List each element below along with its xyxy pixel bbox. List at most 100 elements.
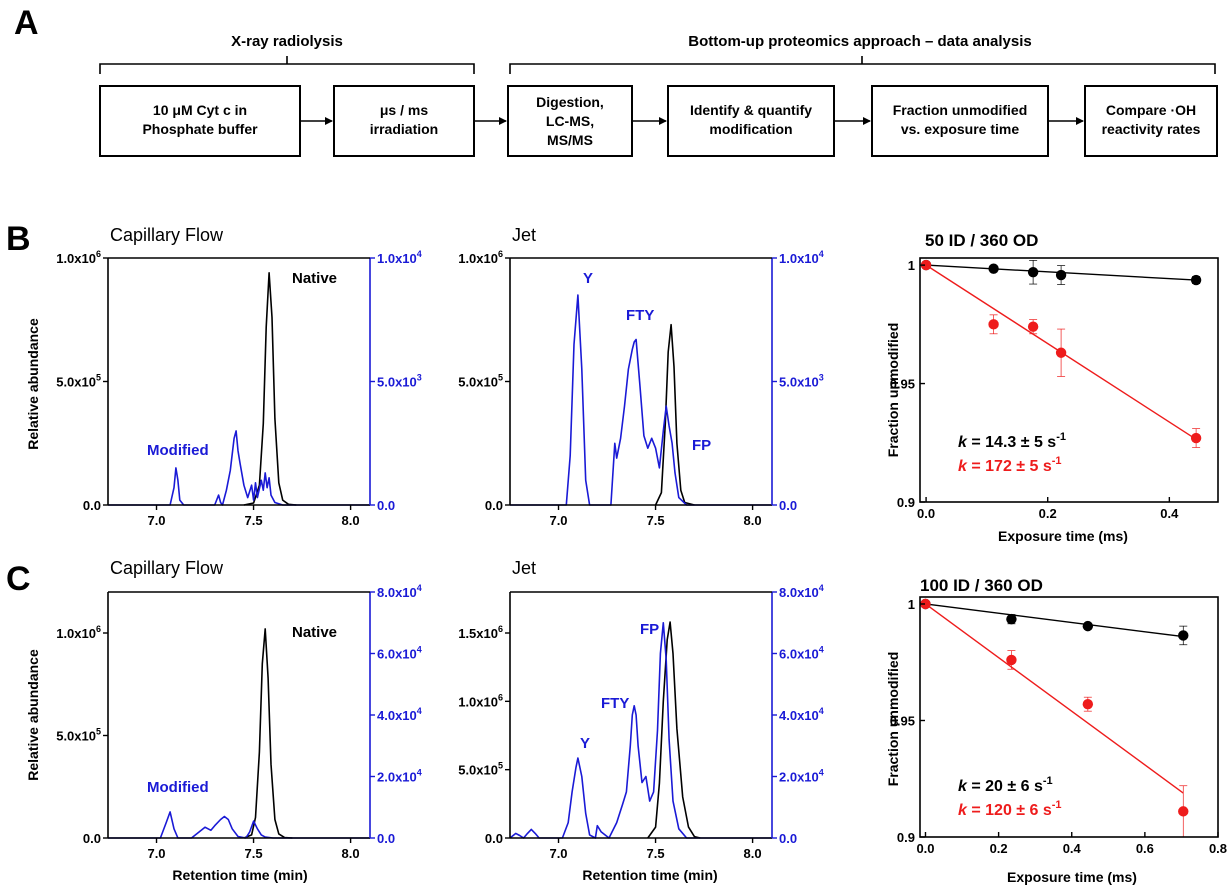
c-kinetics-point-red bbox=[1178, 806, 1189, 817]
b-kinetics-ytick-label: 0.9 bbox=[897, 495, 915, 510]
c-kinetics-xtick-label: 0.6 bbox=[1136, 841, 1154, 856]
c-kinetics-title: 100 ID / 360 OD bbox=[920, 576, 1043, 595]
b-kinetics-k-black: k = 14.3 ± 5 s-1 bbox=[958, 431, 1066, 451]
c-capillary-xtick-label: 8.0 bbox=[342, 846, 360, 861]
b-jet-ytick-left-label: 0.0 bbox=[485, 498, 503, 513]
step-box-1 bbox=[99, 85, 301, 157]
b-capillary-modified-label: Modified bbox=[147, 442, 209, 459]
b-kinetics-ylabel: Fraction unmodified bbox=[885, 323, 901, 458]
step-2-line-2: irradiation bbox=[370, 121, 438, 137]
b-capillary-ytick-left-label: 1.0x106 bbox=[56, 249, 101, 266]
c-capillary-xlabel: Retention time (min) bbox=[172, 867, 307, 883]
c-kinetics-k-red: k = 120 ± 6 s-1 bbox=[958, 799, 1062, 819]
c-jet-plot bbox=[509, 621, 772, 839]
b-capillary-ylabel: Relative abundance bbox=[25, 318, 41, 450]
c-jet-xtick-label: 7.5 bbox=[647, 846, 665, 861]
c-kinetics-xtick-label: 0.8 bbox=[1209, 841, 1227, 856]
b-capillary-xtick-label: 7.5 bbox=[245, 513, 263, 528]
step-4-line-1: Identify & quantify bbox=[690, 102, 812, 118]
b-kinetics-ticks: 0.0 0.2 0.4 0.9 0.95 1 bbox=[890, 258, 1179, 521]
c-jet-ytick-right-label: 6.0x104 bbox=[779, 645, 824, 662]
b-capillary-ticks: 7.0 7.5 8.0 0.0 5.0x105 1.0x106 0.0 5.0x103 1.0x… bbox=[56, 249, 422, 528]
b-kinetics-xlabel: Exposure time (ms) bbox=[998, 528, 1128, 544]
c-capillary-native-label: Native bbox=[292, 624, 337, 641]
c-kinetics-plot bbox=[920, 598, 1189, 838]
b-capillary-native-label: Native bbox=[292, 270, 337, 287]
c-kinetics-xtick-label: 0.4 bbox=[1063, 841, 1082, 856]
c-kinetics-ytick-label: 0.9 bbox=[897, 830, 915, 845]
c-jet-label-fty: FTY bbox=[601, 695, 629, 712]
step-3-line-1: Digestion, bbox=[536, 94, 604, 110]
c-jet-trace-native bbox=[647, 621, 701, 839]
b-capillary-trace-native bbox=[243, 271, 297, 506]
c-jet-ytick-right-label: 8.0x104 bbox=[779, 583, 824, 600]
panel-c-letter: C bbox=[6, 560, 31, 598]
step-6-line-2: reactivity rates bbox=[1102, 121, 1201, 137]
chart-b-kinetics: 50 ID / 360 OD Fraction unmodified Expos… bbox=[885, 231, 1219, 544]
step-1-line-1: 10 μM Cyt c in bbox=[153, 102, 247, 118]
b-jet-trace-modified bbox=[510, 294, 772, 506]
c-capillary-xtick-label: 7.5 bbox=[245, 846, 263, 861]
c-jet-ytick-left-label: 1.0x106 bbox=[458, 692, 503, 709]
b-capillary-ytick-left-label: 5.0x105 bbox=[56, 373, 101, 390]
c-capillary-ytick-right-label: 2.0x104 bbox=[377, 768, 422, 785]
c-kinetics-frame bbox=[919, 596, 1219, 838]
b-jet-ytick-right-label: 0.0 bbox=[779, 498, 797, 513]
c-kinetics-xtick-label: 0.0 bbox=[916, 841, 934, 856]
step-box-2 bbox=[333, 85, 475, 157]
c-kinetics-fit-line-red bbox=[925, 603, 1184, 794]
bracket-left bbox=[99, 56, 475, 74]
step-box-3 bbox=[507, 85, 633, 157]
step-4-line-2: modification bbox=[709, 121, 792, 137]
c-kinetics-point-black bbox=[1178, 630, 1189, 641]
b-kinetics-point-red bbox=[920, 259, 932, 271]
step-1-line-2: Phosphate buffer bbox=[142, 121, 258, 137]
c-kinetics-ytick-label: 1 bbox=[908, 597, 915, 612]
step-5-line-1: Fraction unmodified bbox=[893, 102, 1028, 118]
b-kinetics-title: 50 ID / 360 OD bbox=[925, 231, 1038, 250]
c-kinetics-point-red bbox=[1082, 698, 1094, 710]
c-kinetics-ticks: 0.0 0.2 0.4 0.6 0.8 0.9 0.95 1 bbox=[890, 597, 1227, 856]
panel-a-workflow: A X-ray radiolysis Bottom-up proteomics … bbox=[14, 4, 1218, 157]
step-6-line-1: Compare ·OH bbox=[1106, 102, 1196, 118]
b-kinetics-frame bbox=[919, 257, 1219, 503]
c-kinetics-fit-line-black bbox=[925, 603, 1184, 638]
c-capillary-ytick-right-label: 8.0x104 bbox=[377, 583, 422, 600]
chart-c-jet: Jet Retention time (min) 7.0 7.5 8.0 0.0 5.0… bbox=[458, 558, 824, 883]
b-jet-plot bbox=[510, 294, 772, 506]
b-jet-label-fp: FP bbox=[692, 437, 711, 454]
b-jet-ytick-left-label: 1.0x106 bbox=[458, 249, 503, 266]
b-jet-xtick-label: 7.0 bbox=[549, 513, 567, 528]
b-kinetics-xtick-label: 0.4 bbox=[1160, 506, 1179, 521]
b-capillary-xtick-label: 7.0 bbox=[147, 513, 165, 528]
b-kinetics-ytick-label: 1 bbox=[908, 258, 915, 273]
c-kinetics-point-red bbox=[920, 598, 931, 610]
b-capillary-ytick-right-label: 1.0x104 bbox=[377, 249, 422, 266]
bracket-right bbox=[509, 56, 1216, 74]
c-jet-xtick-label: 8.0 bbox=[744, 846, 762, 861]
c-jet-trace-modified bbox=[509, 621, 772, 839]
chart-c-kinetics: 100 ID / 360 OD Fraction unmodified Expo… bbox=[885, 576, 1227, 885]
b-kinetics-point-black bbox=[1190, 274, 1202, 286]
b-jet-ytick-left-label: 5.0x105 bbox=[458, 373, 503, 390]
c-jet-ytick-right-label: 2.0x104 bbox=[779, 768, 824, 785]
b-jet-ytick-right-label: 1.0x104 bbox=[779, 249, 824, 266]
c-jet-ytick-right-label: 4.0x104 bbox=[779, 706, 824, 723]
b-jet-trace-native bbox=[654, 323, 695, 506]
c-jet-label-y: Y bbox=[580, 735, 590, 752]
b-kinetics-xtick-label: 0.2 bbox=[1039, 506, 1057, 521]
step-3-line-3: MS/MS bbox=[547, 132, 593, 148]
b-capillary-xtick-label: 8.0 bbox=[342, 513, 360, 528]
panel-b-letter: B bbox=[6, 220, 31, 258]
c-jet-subtitle: Jet bbox=[512, 558, 536, 578]
b-kinetics-point-black bbox=[1055, 269, 1067, 281]
step-3-line-2: LC-MS, bbox=[546, 113, 594, 129]
c-capillary-plot bbox=[108, 628, 370, 839]
c-jet-ytick-left-label: 1.5x106 bbox=[458, 624, 503, 641]
b-kinetics-point-black bbox=[1027, 267, 1039, 278]
b-capillary-ytick-left-label: 0.0 bbox=[83, 498, 101, 513]
step-2-line-1: μs / ms bbox=[380, 102, 428, 118]
c-capillary-ytick-left-label: 5.0x105 bbox=[56, 727, 101, 744]
b-jet-subtitle: Jet bbox=[512, 225, 536, 245]
